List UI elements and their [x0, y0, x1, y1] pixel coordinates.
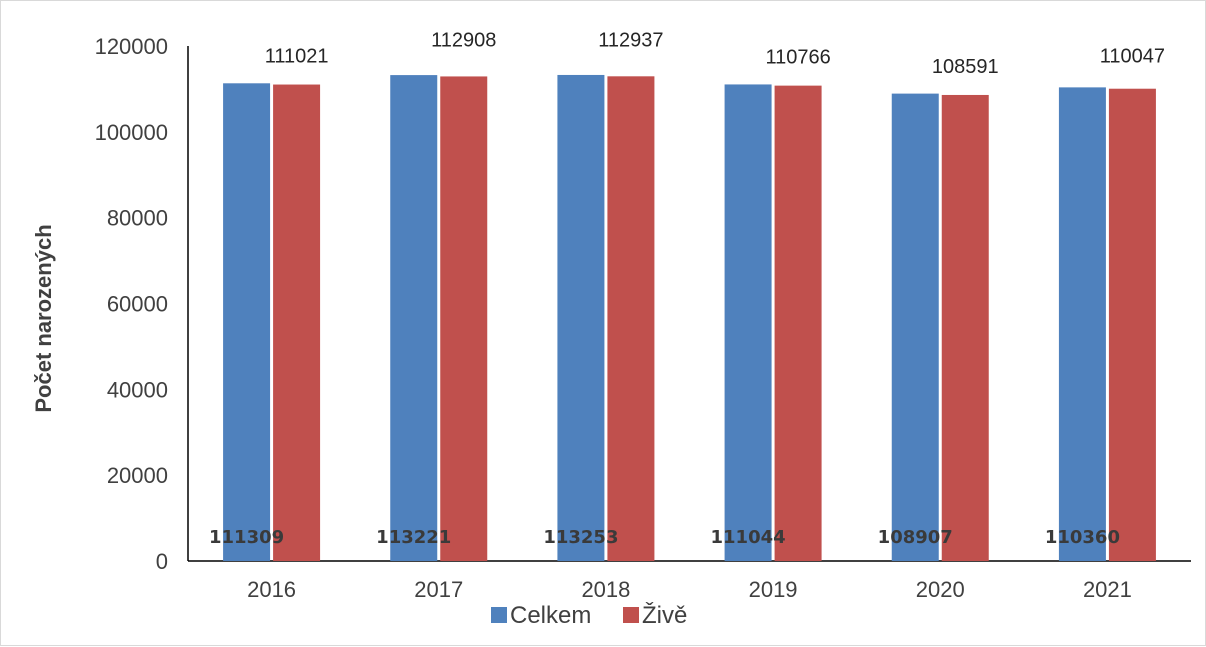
bar-celkem-2016 — [223, 83, 271, 561]
y-tick-label: 100000 — [95, 120, 168, 145]
y-tick-label: 80000 — [107, 206, 168, 231]
data-label-zive: 110047 — [1100, 46, 1165, 68]
x-axis-ticks: 2016 2017 2018 2019 2020 2021 — [247, 577, 1132, 602]
y-tick-label: 0 — [156, 549, 168, 574]
legend-label-celkem: Celkem — [510, 602, 591, 629]
y-tick-label: 20000 — [107, 463, 168, 488]
data-label-celkem: 113253 — [543, 527, 618, 548]
x-tick-label: 2020 — [916, 577, 965, 602]
data-label-zive: 108591 — [932, 56, 999, 78]
bar-celkem-2018 — [557, 74, 605, 561]
data-label-celkem: 113221 — [376, 527, 451, 548]
data-label-celkem: 108907 — [878, 527, 953, 548]
data-label-zive: 111021 — [265, 46, 329, 68]
bar-zive-2021 — [1108, 88, 1156, 561]
legend: Celkem Živě — [491, 602, 687, 629]
y-axis-ticks: 0 20000 40000 60000 80000 100000 120000 — [95, 34, 168, 574]
y-tick-label: 120000 — [95, 34, 168, 59]
legend-swatch-celkem — [491, 607, 507, 623]
bar-zive-2017 — [440, 76, 488, 562]
legend-swatch-zive — [623, 607, 639, 623]
data-label-zive: 110766 — [765, 47, 830, 69]
y-tick-label: 60000 — [107, 292, 168, 317]
bar-celkem-2021 — [1058, 87, 1106, 561]
y-axis-label: Počet narozených — [31, 224, 56, 412]
y-tick-label: 40000 — [107, 377, 168, 402]
bar-zive-2016 — [273, 84, 321, 561]
x-tick-label: 2019 — [749, 577, 798, 602]
bar-celkem-2020 — [891, 93, 939, 562]
bar-zive-2018 — [607, 76, 655, 561]
data-label-celkem: 110360 — [1045, 527, 1120, 548]
x-tick-label: 2016 — [247, 577, 296, 602]
bar-zive-2019 — [774, 85, 822, 562]
x-tick-label: 2021 — [1083, 577, 1132, 602]
bar-celkem-2019 — [724, 84, 772, 562]
legend-label-zive: Živě — [642, 602, 687, 629]
x-tick-label: 2018 — [581, 577, 630, 602]
data-label-celkem: 111309 — [209, 527, 284, 548]
data-label-zive: 112937 — [598, 29, 663, 51]
bars: 111309 111021 113221 112908 113253 112937 1110… — [209, 29, 1165, 562]
bar-celkem-2017 — [390, 75, 438, 562]
x-tick-label: 2017 — [414, 577, 463, 602]
bar-zive-2020 — [941, 94, 989, 561]
data-label-celkem: 111044 — [711, 527, 786, 548]
data-label-zive: 112908 — [431, 29, 496, 51]
